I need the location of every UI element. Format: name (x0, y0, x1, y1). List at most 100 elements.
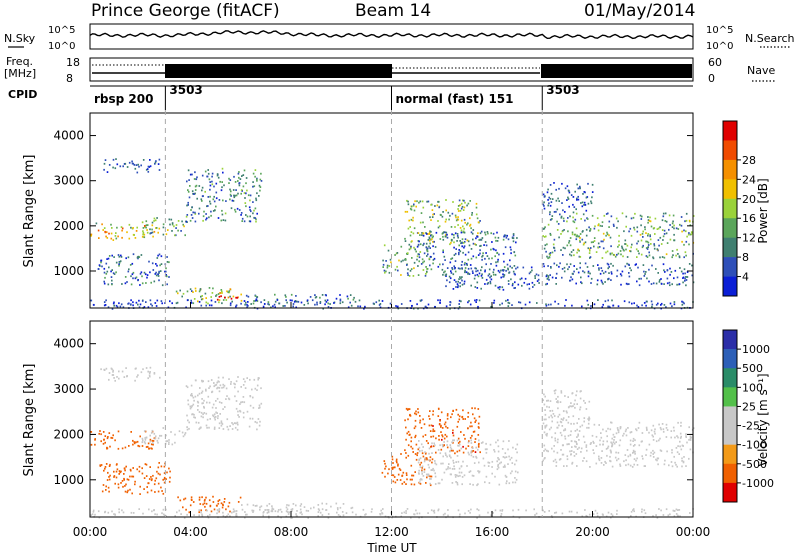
echo-cell (233, 422, 236, 424)
echo-cell (518, 301, 520, 304)
echo-cell (579, 187, 581, 190)
echo-cell (410, 440, 412, 443)
echo-cell (678, 256, 681, 259)
echo-cell (152, 269, 155, 271)
echo-cell (226, 395, 228, 397)
echo-cell (421, 258, 424, 261)
echo-cell (509, 259, 511, 262)
echo-cell (188, 179, 190, 181)
echo-cell (605, 462, 607, 464)
echo-cell (613, 439, 615, 441)
echo-cell (213, 426, 216, 429)
freq-panel-frame (89, 57, 694, 82)
echo-cell (110, 270, 112, 273)
echo-cell (441, 443, 444, 446)
echo-cell (327, 302, 329, 305)
echo-cell (510, 278, 512, 281)
echo-cell (486, 448, 488, 451)
echo-cell (465, 447, 467, 450)
echo-cell (371, 508, 373, 511)
echo-cell (103, 438, 105, 441)
echo-cell (648, 268, 650, 271)
echo-cell (141, 235, 144, 238)
echo-cell (643, 275, 646, 277)
echo-cell (254, 169, 257, 171)
echo-cell (286, 301, 288, 304)
echo-cell (685, 435, 687, 438)
echo-cell (241, 504, 243, 506)
echo-cell (443, 271, 445, 274)
echo-cell (301, 513, 303, 516)
echo-cell (512, 282, 514, 285)
echo-cell (494, 273, 497, 276)
echo-cell (588, 416, 590, 419)
echo-cell (475, 256, 478, 259)
echo-cell (636, 280, 638, 283)
echo-cell (585, 228, 588, 231)
colorbar-tick-label: 24 (742, 173, 756, 186)
echo-cell (327, 516, 330, 519)
echo-cell (564, 428, 566, 430)
echo-cell (504, 246, 507, 249)
echo-cell (226, 425, 229, 428)
echo-cell (463, 227, 465, 230)
echo-cell (604, 270, 607, 273)
echo-cell (641, 246, 644, 249)
echo-cell (156, 439, 159, 442)
echo-cell (518, 516, 521, 519)
echo-cell (509, 246, 512, 249)
echo-cell (145, 436, 148, 439)
echo-cell (255, 199, 258, 202)
echo-cell (637, 306, 640, 308)
echo-cell (602, 232, 605, 235)
echo-cell (126, 231, 128, 234)
echo-cell (437, 226, 440, 229)
echo-cell (177, 496, 179, 499)
echo-cell (508, 455, 510, 458)
echo-cell (474, 267, 476, 270)
echo-cell (570, 510, 573, 513)
echo-cell (405, 407, 408, 410)
echo-cell (143, 233, 146, 236)
echo-cell (622, 248, 625, 251)
echo-cell (681, 303, 684, 306)
power-echo-cells (90, 158, 695, 310)
echo-cell (475, 206, 478, 209)
echo-cell (548, 416, 550, 419)
echo-cell (407, 274, 409, 276)
echo-cell (491, 472, 493, 475)
echo-cell (419, 221, 422, 224)
echo-cell (642, 230, 644, 233)
echo-cell (445, 425, 447, 428)
echo-cell (428, 418, 431, 420)
echo-cell (149, 165, 152, 168)
echo-cell (179, 499, 182, 502)
echo-cell (429, 430, 432, 432)
echo-cell (600, 279, 603, 282)
echo-cell (517, 471, 519, 474)
echo-cell (192, 211, 194, 214)
echo-cell (137, 163, 139, 166)
echo-cell (417, 408, 419, 410)
echo-cell (648, 443, 651, 446)
echo-cell (136, 256, 139, 259)
echo-cell (523, 281, 526, 284)
echo-cell (489, 282, 492, 285)
echo-cell (156, 217, 158, 219)
echo-cell (326, 299, 329, 302)
echo-cell (133, 234, 135, 236)
echo-cell (462, 199, 464, 202)
echo-cell (579, 262, 581, 265)
echo-cell (201, 379, 203, 382)
echo-cell (593, 227, 596, 230)
echo-cell (655, 268, 657, 270)
echo-cell (568, 266, 570, 268)
echo-cell (564, 187, 567, 190)
echo-cell (121, 283, 123, 285)
echo-cell (467, 272, 470, 275)
echo-cell (563, 465, 565, 467)
echo-cell (158, 227, 161, 230)
echo-cell (489, 276, 491, 279)
echo-cell (242, 416, 245, 419)
time-x-axis: 00:00 04:00 08:00 12:00 16:00 20:00 00:00 (73, 302, 710, 539)
